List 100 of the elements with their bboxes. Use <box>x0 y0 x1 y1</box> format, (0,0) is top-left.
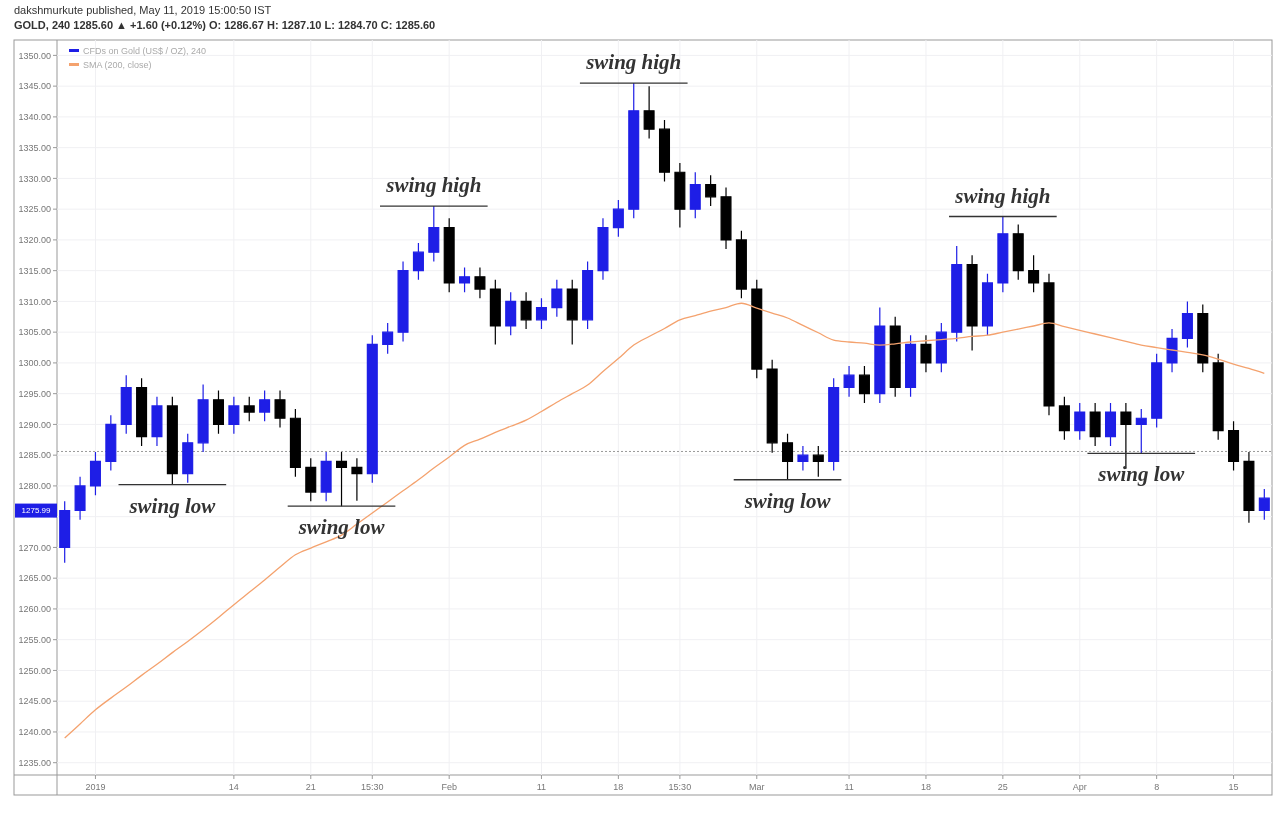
candlestick <box>797 445 809 472</box>
y-tick-label: 1295.00 <box>18 388 51 399</box>
y-tick-label: 1315.00 <box>18 265 51 276</box>
x-tick-label: Apr <box>1072 782 1087 792</box>
y-tick-label: 1350.00 <box>18 50 51 61</box>
y-tick-label: 1305.00 <box>18 327 51 338</box>
candlestick <box>1166 328 1178 373</box>
candlestick <box>843 365 855 398</box>
candlestick <box>920 334 932 373</box>
y-tick-label: 1335.00 <box>18 142 51 153</box>
candlestick <box>1258 488 1270 521</box>
candlestick <box>997 215 1009 293</box>
candlestick <box>459 266 471 293</box>
y-tick-label: 1325.00 <box>18 204 51 215</box>
candlestick <box>74 476 86 521</box>
chart-title: dakshmurkute published, May 11, 2019 15:00:50 IST <box>14 4 272 16</box>
candlestick <box>889 316 901 398</box>
y-tick-label: 1255.00 <box>18 634 51 645</box>
candlestick <box>981 273 993 336</box>
annotation: swing low <box>128 493 217 518</box>
candlestick <box>689 171 701 219</box>
candlestick <box>397 260 409 342</box>
candlestick <box>412 242 424 281</box>
y-tick-label: 1340.00 <box>18 112 51 123</box>
candlestick <box>782 433 794 481</box>
candlestick <box>228 396 240 435</box>
candlestick <box>520 291 532 330</box>
candlestick <box>59 500 71 564</box>
candlestick <box>120 374 132 435</box>
candlestick <box>1012 223 1024 281</box>
candlestick <box>1074 402 1086 441</box>
candlestick <box>166 396 178 486</box>
candlestick <box>658 119 671 183</box>
y-tick-label: 1235.00 <box>18 757 51 768</box>
legend-label: CFDs on Gold (US$ / OZ), 240 <box>83 46 207 56</box>
y-tick-label: 1345.00 <box>18 81 51 92</box>
candlestick <box>1151 353 1163 429</box>
candlestick <box>674 162 686 229</box>
y-tick-label: 1250.00 <box>18 665 51 676</box>
candlestick <box>535 297 547 330</box>
annotation: swing low <box>297 515 386 540</box>
candlestick <box>89 451 101 496</box>
annotation: swing high <box>385 173 482 198</box>
candlestick <box>197 383 209 453</box>
y-tick-label: 1270.00 <box>18 542 51 553</box>
candlestick <box>966 254 978 352</box>
y-tick-label: 1245.00 <box>18 696 51 707</box>
candlestick <box>366 334 378 484</box>
candlestick <box>243 396 255 422</box>
candlestick <box>151 396 163 447</box>
annotation: 1275.99 <box>21 506 52 516</box>
y-tick-label: 1260.00 <box>18 604 51 615</box>
candlestick <box>351 457 363 502</box>
x-tick-label: 18 <box>920 782 931 792</box>
candlestick <box>428 205 440 263</box>
y-tick-label: 1290.00 <box>18 419 51 430</box>
candlestick <box>1058 396 1070 441</box>
candlestick <box>182 433 194 484</box>
y-tick-label: 1280.00 <box>18 481 51 492</box>
candlestick <box>858 365 870 404</box>
y-tick-label: 1240.00 <box>18 727 51 738</box>
annotation: swing low <box>1097 462 1186 487</box>
candlestick <box>382 322 394 355</box>
y-tick-label: 1310.00 <box>18 296 51 307</box>
annotation: swing high <box>585 50 682 75</box>
candlestick <box>505 291 517 336</box>
candlestick <box>935 322 947 373</box>
candlestick <box>720 187 732 250</box>
candlestick <box>1181 300 1193 349</box>
line-series <box>64 302 1265 739</box>
candlestick <box>1135 408 1147 454</box>
candlestick <box>274 389 286 429</box>
x-tick-label: 15:30 <box>361 782 384 792</box>
candlestick <box>766 359 778 454</box>
candlestick <box>212 389 225 435</box>
x-tick-label: 15:30 <box>668 782 692 792</box>
candlestick <box>751 279 763 379</box>
candlestick <box>474 266 486 299</box>
x-tick-label: 11 <box>844 782 854 792</box>
candlestick <box>289 408 301 478</box>
candlestick <box>597 217 609 281</box>
annotation: swing high <box>954 183 1051 208</box>
candlestick <box>1212 353 1224 441</box>
y-tick-label: 1285.00 <box>18 450 51 461</box>
candlestick <box>1028 254 1040 293</box>
candlestick <box>336 451 348 507</box>
candlestick <box>951 245 963 342</box>
candlestick <box>1228 420 1240 472</box>
candlestick <box>612 199 624 238</box>
y-tick-label: 1265.00 <box>18 573 51 584</box>
y-tick-label: 1300.00 <box>18 358 51 369</box>
candlestick <box>1089 402 1101 447</box>
candlestick <box>812 445 824 478</box>
y-tick-label: 1320.00 <box>18 235 51 246</box>
candlestick <box>628 82 640 219</box>
x-tick-label: 8 <box>1154 782 1160 792</box>
candlestick <box>735 230 747 299</box>
annotation: swing low <box>743 488 832 513</box>
candlestick <box>105 414 117 472</box>
candlestick <box>259 389 271 422</box>
